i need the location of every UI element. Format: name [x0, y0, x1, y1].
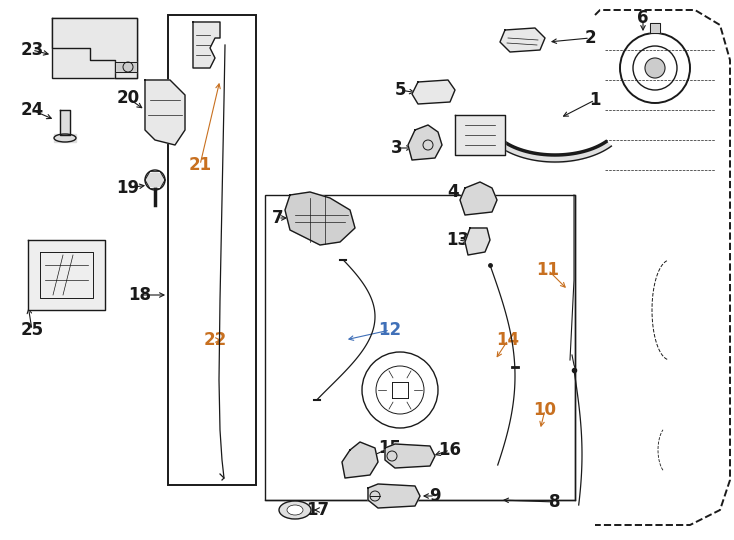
Ellipse shape — [287, 505, 303, 515]
Text: 3: 3 — [391, 139, 403, 157]
Bar — [265, 195, 575, 500]
Ellipse shape — [279, 501, 311, 519]
Text: 19: 19 — [117, 179, 139, 197]
Text: 16: 16 — [438, 441, 462, 459]
Text: 6: 6 — [637, 9, 649, 27]
Polygon shape — [500, 28, 545, 52]
Polygon shape — [385, 444, 435, 468]
Polygon shape — [342, 442, 378, 478]
Polygon shape — [52, 18, 137, 78]
Text: 22: 22 — [203, 331, 227, 349]
Text: 18: 18 — [128, 286, 151, 304]
Polygon shape — [193, 22, 220, 68]
Polygon shape — [412, 80, 455, 104]
Polygon shape — [285, 192, 355, 245]
Text: 21: 21 — [189, 156, 211, 174]
Text: 25: 25 — [21, 321, 43, 339]
Text: 14: 14 — [496, 331, 520, 349]
Text: 4: 4 — [447, 183, 459, 201]
Polygon shape — [145, 80, 185, 145]
Circle shape — [645, 58, 665, 78]
Polygon shape — [408, 125, 442, 160]
Polygon shape — [115, 62, 137, 72]
Text: 5: 5 — [394, 81, 406, 99]
Polygon shape — [54, 134, 76, 142]
Text: 9: 9 — [429, 487, 441, 505]
Polygon shape — [650, 23, 660, 33]
Text: 15: 15 — [379, 439, 401, 457]
Polygon shape — [60, 110, 70, 135]
Text: 7: 7 — [272, 209, 284, 227]
Text: 11: 11 — [537, 261, 559, 279]
Text: 12: 12 — [379, 321, 401, 339]
Polygon shape — [465, 228, 490, 255]
Polygon shape — [486, 130, 611, 162]
Polygon shape — [455, 115, 505, 155]
Text: 1: 1 — [589, 91, 600, 109]
Text: 10: 10 — [534, 401, 556, 419]
FancyBboxPatch shape — [52, 18, 137, 78]
Bar — [168, 15, 256, 485]
Polygon shape — [460, 182, 497, 215]
Text: 20: 20 — [117, 89, 139, 107]
Text: 13: 13 — [446, 231, 470, 249]
Polygon shape — [368, 484, 420, 508]
Ellipse shape — [145, 173, 165, 187]
Text: 8: 8 — [549, 493, 561, 511]
Text: 24: 24 — [21, 101, 43, 119]
Polygon shape — [28, 240, 105, 310]
Text: 23: 23 — [21, 41, 43, 59]
Text: 2: 2 — [584, 29, 596, 47]
Text: 17: 17 — [306, 501, 330, 519]
